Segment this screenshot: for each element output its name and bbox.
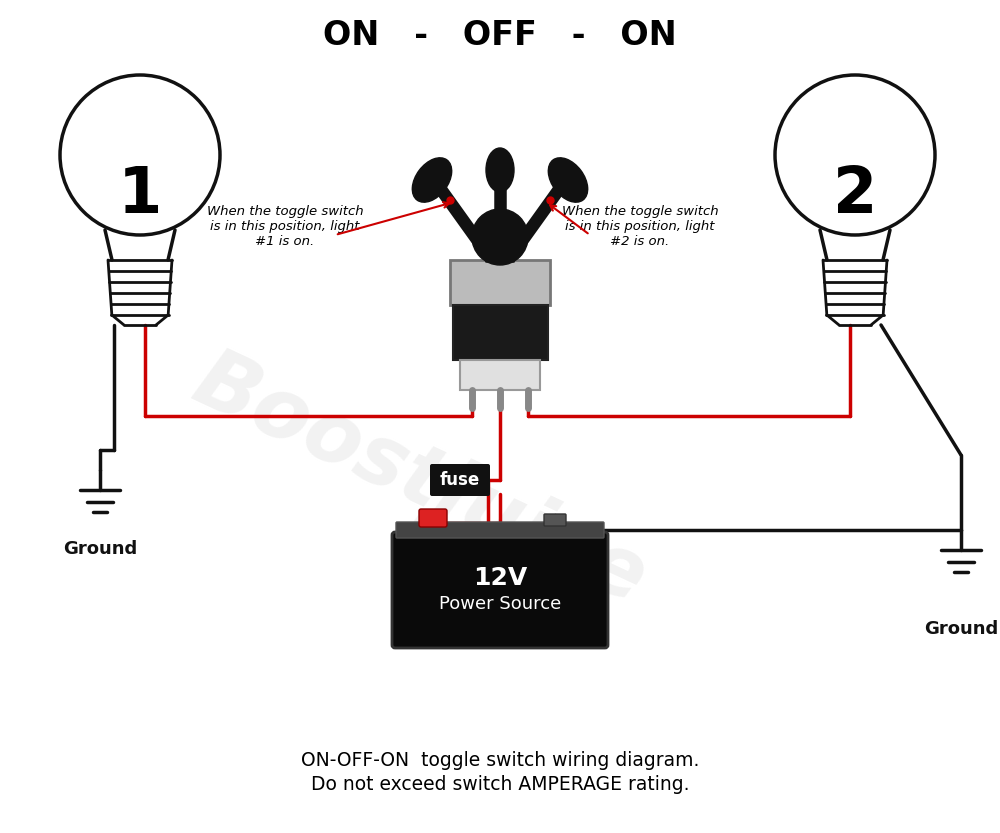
Text: 2: 2	[833, 164, 877, 226]
Text: When the toggle switch
is in this position, light
#2 is on.: When the toggle switch is in this positi…	[562, 205, 718, 248]
Text: Ground: Ground	[924, 620, 998, 638]
Circle shape	[472, 209, 528, 265]
FancyBboxPatch shape	[460, 360, 540, 390]
Text: 1: 1	[118, 164, 162, 226]
Text: Power Source: Power Source	[439, 595, 561, 613]
Text: 12V: 12V	[473, 566, 527, 590]
Ellipse shape	[486, 148, 514, 192]
FancyBboxPatch shape	[452, 305, 548, 360]
Text: When the toggle switch
is in this position, light
#1 is on.: When the toggle switch is in this positi…	[207, 205, 363, 248]
FancyBboxPatch shape	[396, 522, 604, 538]
FancyBboxPatch shape	[450, 260, 550, 305]
Text: ON-OFF-ON  toggle switch wiring diagram.: ON-OFF-ON toggle switch wiring diagram.	[301, 751, 699, 770]
FancyBboxPatch shape	[392, 532, 608, 648]
Text: Do not exceed switch AMPERAGE rating.: Do not exceed switch AMPERAGE rating.	[311, 776, 689, 795]
Text: fuse: fuse	[440, 471, 480, 489]
Text: Boostjuice: Boostjuice	[181, 339, 659, 621]
Polygon shape	[480, 242, 520, 262]
Ellipse shape	[412, 157, 452, 202]
FancyBboxPatch shape	[430, 464, 490, 496]
FancyBboxPatch shape	[544, 514, 566, 526]
Text: Ground: Ground	[63, 540, 137, 558]
Ellipse shape	[548, 157, 588, 202]
FancyBboxPatch shape	[419, 509, 447, 527]
Text: ON   -   OFF   -   ON: ON - OFF - ON	[323, 18, 677, 52]
